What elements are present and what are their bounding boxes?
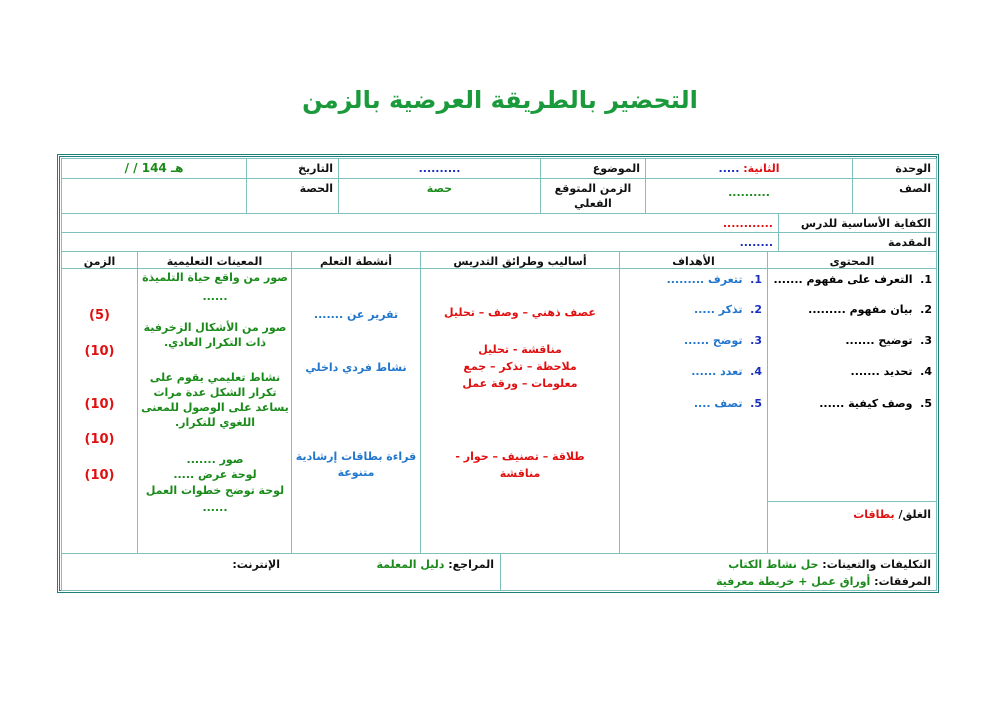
- closing-label: الغلق/: [898, 508, 931, 521]
- method-item: مناقشة: [499, 467, 541, 480]
- time-label: الزمن المتوقع الفعلي: [540, 178, 646, 214]
- aid-item: صور من واقع حياة التلميذة: [142, 271, 288, 284]
- activity-item: نشاط فردي داخلي: [305, 361, 407, 374]
- grade-value: ..........: [645, 178, 853, 214]
- date-label: التاريخ: [246, 158, 339, 179]
- references-cell: المراجع: دليل المعلمة الإنترنت:: [61, 553, 501, 591]
- page-title: التحضير بالطريقة العرضية بالزمن: [302, 86, 698, 114]
- competency-label: الكفاية الأساسية للدرس: [778, 213, 937, 233]
- aid-item: ......: [202, 290, 228, 303]
- time-value: (10): [84, 397, 115, 412]
- objective-item: 4. تعدد ......: [691, 365, 762, 378]
- col-aids: المعينات التعليمية: [137, 251, 292, 269]
- refs-value: دليل المعلمة: [376, 558, 445, 571]
- topic-label: الموضوع: [540, 158, 646, 179]
- competency-value: ............: [61, 213, 779, 233]
- assign-label: التكليفات والتعينات:: [822, 558, 931, 571]
- method-item: مناقشة - تحليل: [478, 343, 562, 356]
- internet-label: الإنترنت:: [232, 558, 280, 571]
- content-item: 2. بيان مفهوم .........: [808, 303, 932, 316]
- content-item: 4. تحديد .......: [850, 365, 932, 378]
- method-item: عصف ذهني – وصف – تحليل: [444, 306, 596, 319]
- objective-item: 3. توضح ......: [683, 334, 762, 347]
- intro-value: ........: [61, 232, 779, 252]
- aid-item: لوحة عرض .....: [173, 468, 257, 481]
- closing-cell: الغلق/ بطاقات: [767, 501, 937, 554]
- unit-dots: .....: [718, 162, 740, 175]
- aid-item: نشاط تعليمي يقوم على تكرار الشكل عدة مرا…: [141, 371, 289, 429]
- period-value: [61, 178, 247, 214]
- assignments-cell: التكليفات والتعينات: حل نشاط الكتاب المر…: [500, 553, 937, 591]
- col-time: الزمن: [61, 251, 138, 269]
- time-value: (5): [89, 308, 110, 323]
- period-label: الحصة: [246, 178, 339, 214]
- unit-value: الثانية: .....: [645, 158, 853, 179]
- method-item: طلاقة – تصنيف – حوار -: [455, 450, 585, 463]
- col-methods: أساليب وطرائق التدريس: [420, 251, 620, 269]
- topic-value: ..........: [338, 158, 541, 179]
- objective-item: 5. تصف ....: [693, 397, 762, 410]
- attach-value: أوراق عمل + خريطة معرفية: [716, 575, 871, 588]
- time-value: (10): [84, 432, 115, 447]
- col-content: المحتوى: [767, 251, 937, 269]
- intro-label: المقدمة: [778, 232, 937, 252]
- aid-item: ......: [202, 501, 228, 514]
- content-item: 3. توضيح .......: [845, 334, 932, 347]
- time-value: (10): [84, 468, 115, 483]
- refs-label: المراجع:: [448, 558, 494, 571]
- time-value: (10): [84, 344, 115, 359]
- aid-item: صور .......: [186, 453, 244, 466]
- aid-item: لوحة توضح خطوات العمل: [145, 484, 285, 497]
- assign-value: حل نشاط الكتاب: [728, 558, 819, 571]
- method-item: معلومات – ورقة عمل: [462, 377, 578, 390]
- date-value: / / 144 هـ: [61, 158, 247, 179]
- content-item: 5. وصف كيفية ......: [819, 397, 932, 410]
- plan-table-frame: [57, 154, 939, 593]
- unit-prefix: الثانية:: [743, 162, 780, 175]
- objective-item: 1. تتعرف .........: [666, 273, 762, 286]
- grade-label: الصف: [852, 178, 937, 214]
- activity-item: قراءة بطاقات إرشادية متنوعة: [295, 450, 417, 479]
- col-activities: أنشطة التعلم: [291, 251, 421, 269]
- attach-label: المرفقات:: [874, 575, 931, 588]
- method-item: ملاحظة – تذكر – جمع: [463, 360, 577, 373]
- closing-value: بطاقات: [853, 508, 895, 521]
- aid-item: صور من الأشكال الزخرفية ذات التكرار العا…: [143, 321, 287, 349]
- activity-item: تقرير عن .......: [313, 308, 399, 321]
- objective-item: 2. تذكر .....: [694, 303, 762, 316]
- content-item: 1. التعرف على مفهوم .......: [773, 273, 932, 286]
- col-objectives: الأهداف: [619, 251, 768, 269]
- unit-label: الوحدة: [852, 158, 937, 179]
- time-value: حصة: [338, 178, 541, 214]
